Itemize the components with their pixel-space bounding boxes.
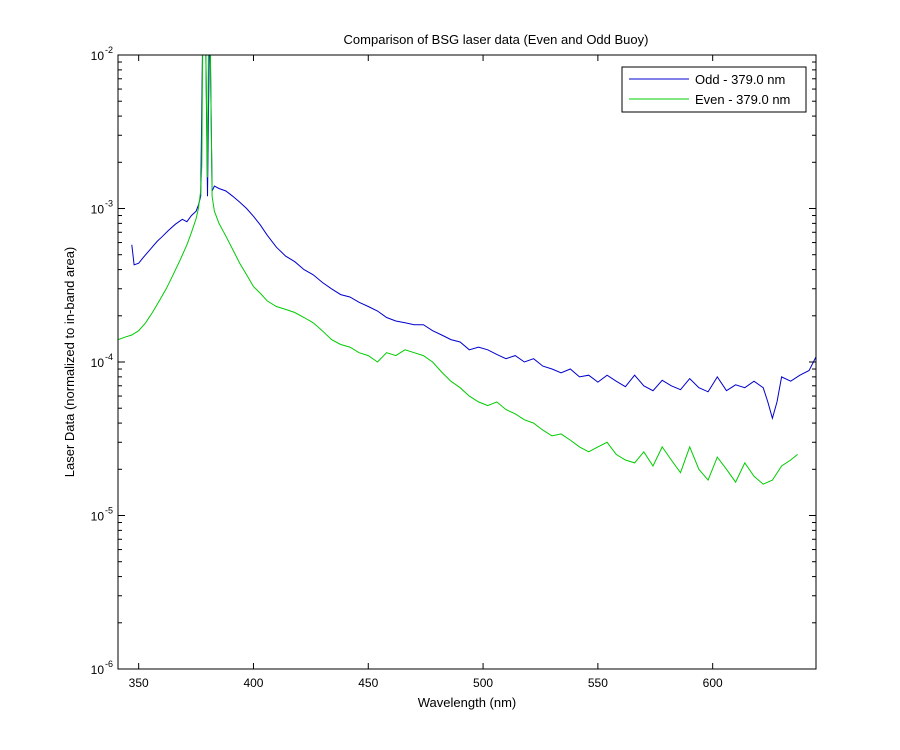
x-tick-label: 450 — [358, 676, 378, 690]
x-axis-ticks: 350 400 450 500 550 600 — [129, 55, 723, 690]
y-axis-ticks: 10-210-310-410-510-6 — [91, 45, 816, 677]
y-tick-label: 10 — [91, 203, 105, 217]
y-tick-exponent: -3 — [105, 199, 113, 209]
y-tick-label: 10 — [91, 510, 105, 524]
x-tick-label: 600 — [703, 676, 723, 690]
legend: Odd - 379.0 nm Even - 379.0 nm — [621, 66, 807, 113]
chart-title: Comparison of BSG laser data (Even and O… — [344, 32, 649, 47]
x-axis-label: Wavelength (nm) — [418, 695, 517, 710]
series-line-odd — [131, 55, 816, 421]
y-tick-label: 10 — [91, 356, 105, 370]
x-tick-label: 500 — [473, 676, 493, 690]
y-tick-exponent: -5 — [105, 506, 113, 516]
x-tick-label: 550 — [588, 676, 608, 690]
legend-box — [621, 66, 807, 113]
series-group — [118, 55, 816, 485]
y-axis-label: Laser Data (normalized to in-band area) — [62, 247, 77, 478]
y-tick-exponent: -4 — [105, 352, 113, 362]
series-line-even — [118, 55, 798, 485]
y-tick-exponent: -6 — [105, 659, 113, 669]
y-tick-label: 10 — [91, 663, 105, 677]
x-tick-label: 350 — [129, 676, 149, 690]
x-tick-label: 400 — [243, 676, 263, 690]
y-tick-exponent: -2 — [105, 45, 113, 55]
y-tick-label: 10 — [91, 49, 105, 63]
legend-label-odd: Odd - 379.0 nm — [695, 72, 785, 87]
legend-label-even: Even - 379.0 nm — [695, 92, 790, 107]
plot-area — [118, 55, 816, 669]
plot-frame — [117, 54, 817, 670]
